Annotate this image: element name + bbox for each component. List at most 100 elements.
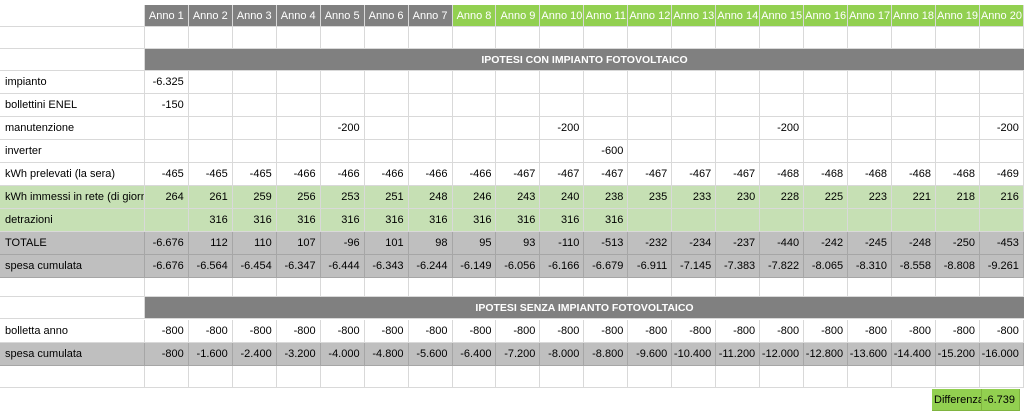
value-cell[interactable]: -13.600 — [848, 343, 893, 366]
empty-cell[interactable] — [320, 275, 365, 297]
value-cell[interactable]: -800 — [936, 320, 980, 343]
value-cell[interactable]: -6.347 — [276, 255, 321, 278]
value-cell[interactable]: 230 — [716, 186, 761, 209]
value-cell[interactable] — [848, 71, 893, 94]
empty-cell[interactable] — [848, 275, 893, 297]
value-cell[interactable] — [628, 71, 673, 94]
value-cell[interactable]: -465 — [188, 163, 233, 186]
value-cell[interactable] — [144, 117, 189, 140]
value-cell[interactable]: -468 — [892, 163, 936, 186]
value-cell[interactable] — [936, 209, 980, 232]
value-cell[interactable]: -6.166 — [540, 255, 585, 278]
value-cell[interactable] — [540, 140, 585, 163]
value-cell[interactable]: 316 — [584, 209, 629, 232]
value-cell[interactable] — [364, 71, 409, 94]
value-cell[interactable] — [496, 140, 541, 163]
value-cell[interactable]: -467 — [496, 163, 541, 186]
empty-cell[interactable] — [0, 275, 145, 297]
value-cell[interactable]: -2.400 — [232, 343, 277, 366]
value-cell[interactable]: 93 — [496, 232, 541, 255]
empty-cell[interactable] — [496, 27, 541, 49]
value-cell[interactable] — [320, 94, 365, 117]
year-header-cell[interactable]: Anno 12 — [628, 5, 673, 27]
empty-cell[interactable] — [364, 275, 409, 297]
value-cell[interactable] — [276, 94, 321, 117]
empty-cell[interactable] — [144, 275, 189, 297]
empty-cell[interactable] — [540, 275, 585, 297]
value-cell[interactable]: -6.325 — [144, 71, 189, 94]
empty-cell[interactable] — [496, 366, 541, 388]
empty-cell[interactable] — [408, 27, 453, 49]
empty-cell[interactable] — [0, 297, 145, 319]
year-header-cell[interactable]: Anno 8 — [452, 5, 497, 27]
value-cell[interactable]: -234 — [672, 232, 717, 255]
empty-cell[interactable] — [892, 275, 936, 297]
value-cell[interactable] — [364, 117, 409, 140]
value-cell[interactable]: -800 — [760, 320, 805, 343]
value-cell[interactable]: -16.000 — [979, 343, 1024, 366]
value-cell[interactable] — [848, 117, 893, 140]
value-cell[interactable] — [496, 94, 541, 117]
value-cell[interactable]: -1.600 — [188, 343, 233, 366]
empty-cell[interactable] — [892, 366, 936, 388]
value-cell[interactable] — [276, 140, 321, 163]
value-cell[interactable]: -800 — [979, 320, 1024, 343]
value-cell[interactable]: -8.800 — [584, 343, 629, 366]
empty-cell[interactable] — [232, 366, 277, 388]
value-cell[interactable]: -800 — [672, 320, 717, 343]
empty-cell[interactable] — [672, 275, 717, 297]
value-cell[interactable]: -800 — [540, 320, 585, 343]
value-cell[interactable]: 316 — [408, 209, 453, 232]
empty-cell[interactable] — [628, 27, 673, 49]
value-cell[interactable]: -6.676 — [144, 232, 189, 255]
value-cell[interactable]: 216 — [979, 186, 1024, 209]
value-cell[interactable] — [188, 117, 233, 140]
value-cell[interactable]: -467 — [540, 163, 585, 186]
value-cell[interactable] — [672, 209, 717, 232]
value-cell[interactable]: 256 — [276, 186, 321, 209]
empty-cell[interactable] — [408, 366, 453, 388]
value-cell[interactable] — [628, 94, 673, 117]
value-cell[interactable] — [232, 94, 277, 117]
value-cell[interactable] — [936, 94, 980, 117]
value-cell[interactable] — [584, 71, 629, 94]
value-cell[interactable]: -467 — [584, 163, 629, 186]
value-cell[interactable] — [144, 209, 189, 232]
value-cell[interactable]: -6.343 — [364, 255, 409, 278]
value-cell[interactable]: 98 — [408, 232, 453, 255]
value-cell[interactable]: 316 — [496, 209, 541, 232]
value-cell[interactable]: -800 — [276, 320, 321, 343]
value-cell[interactable]: -467 — [716, 163, 761, 186]
value-cell[interactable]: -468 — [936, 163, 980, 186]
year-header-cell[interactable]: Anno 10 — [540, 5, 585, 27]
value-cell[interactable]: 228 — [760, 186, 805, 209]
row-label[interactable]: detrazioni — [0, 209, 145, 232]
value-cell[interactable]: 316 — [452, 209, 497, 232]
value-cell[interactable]: -466 — [408, 163, 453, 186]
empty-cell[interactable] — [936, 27, 980, 49]
value-cell[interactable]: -800 — [232, 320, 277, 343]
value-cell[interactable]: 316 — [320, 209, 365, 232]
value-cell[interactable]: -800 — [848, 320, 893, 343]
empty-cell[interactable] — [848, 27, 893, 49]
year-header-cell[interactable]: Anno 20 — [979, 5, 1024, 27]
value-cell[interactable]: -7.822 — [760, 255, 805, 278]
value-cell[interactable] — [804, 140, 849, 163]
value-cell[interactable]: -800 — [628, 320, 673, 343]
value-cell[interactable]: -6.676 — [144, 255, 189, 278]
value-cell[interactable]: -466 — [452, 163, 497, 186]
empty-cell[interactable] — [716, 27, 761, 49]
value-cell[interactable]: 316 — [232, 209, 277, 232]
empty-cell[interactable] — [760, 366, 805, 388]
value-cell[interactable]: -800 — [716, 320, 761, 343]
value-cell[interactable]: -200 — [760, 117, 805, 140]
empty-cell[interactable] — [144, 366, 189, 388]
year-header-cell[interactable]: Anno 5 — [320, 5, 365, 27]
value-cell[interactable] — [232, 140, 277, 163]
value-cell[interactable]: -6.400 — [452, 343, 497, 366]
value-cell[interactable]: 107 — [276, 232, 321, 255]
value-cell[interactable] — [540, 71, 585, 94]
value-cell[interactable] — [804, 94, 849, 117]
value-cell[interactable]: -8.000 — [540, 343, 585, 366]
value-cell[interactable] — [892, 94, 936, 117]
